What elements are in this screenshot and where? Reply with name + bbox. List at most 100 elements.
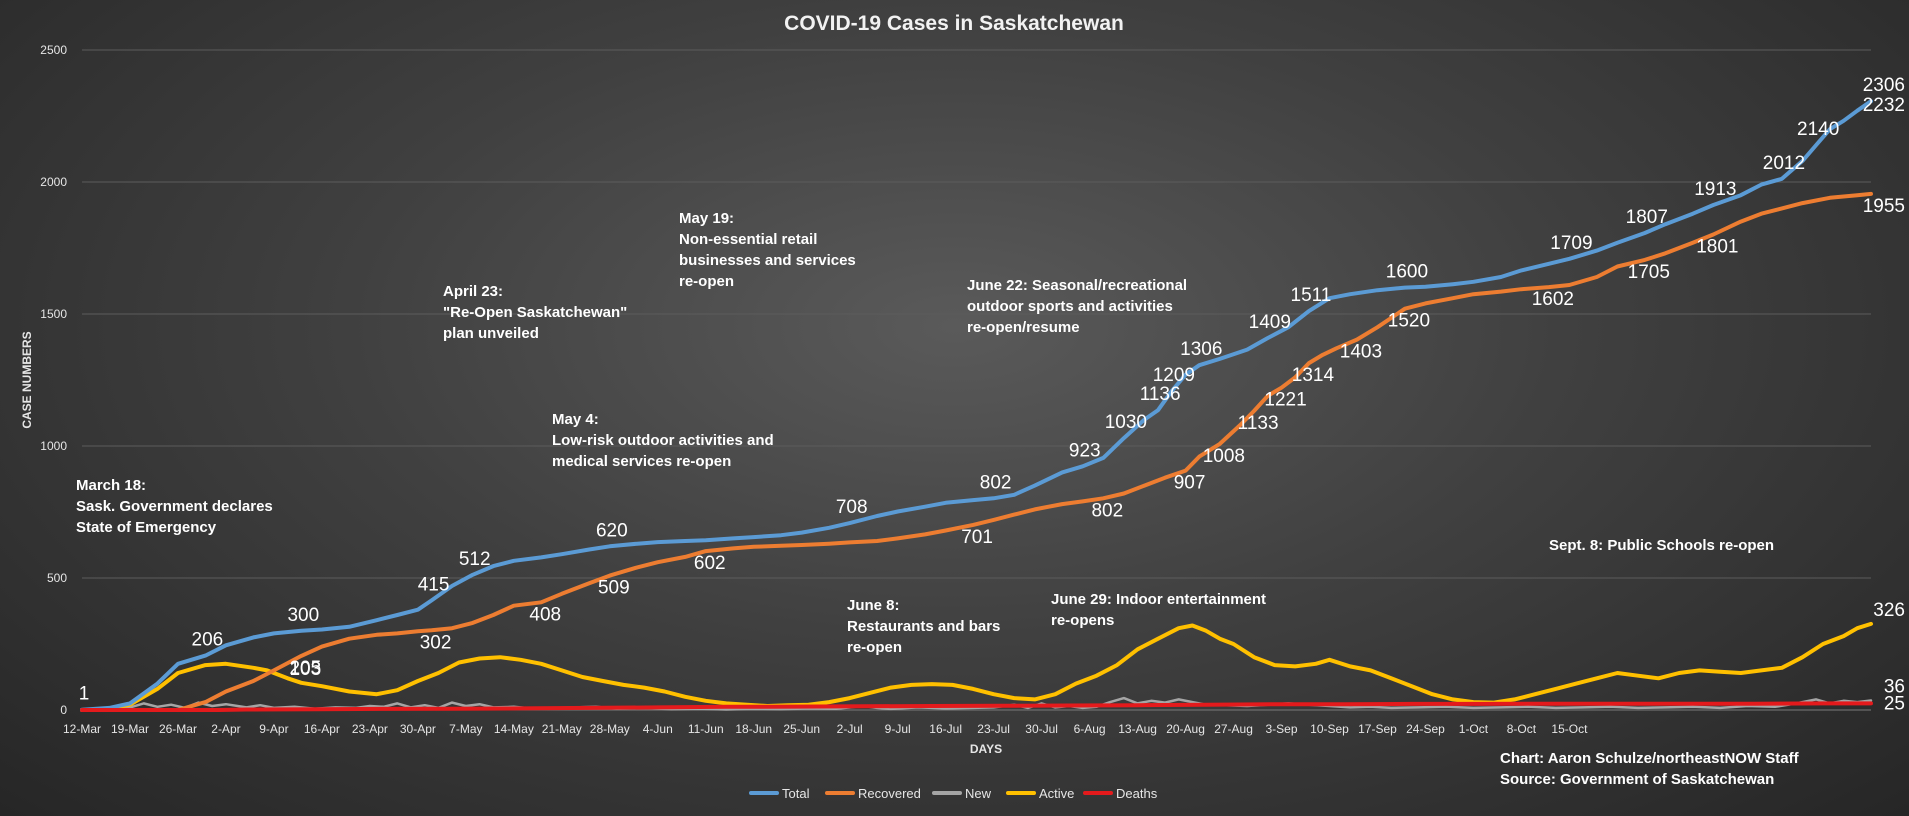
x-tick-label: 23-Jul — [977, 722, 1010, 736]
annotation-line: Sept. 8: Public Schools re-open — [1549, 537, 1774, 554]
annotation-line: re-open — [679, 273, 734, 290]
data-label: 1955 — [1863, 196, 1905, 217]
y-axis-ticks: 0 500 1000 1500 2000 2500 — [40, 43, 67, 717]
annotation-line: Low-risk outdoor activities and — [552, 432, 774, 449]
x-tick-label: 11-Jun — [688, 722, 724, 736]
annotation-line: businesses and services — [679, 252, 856, 269]
x-tick-label: 1-Oct — [1459, 722, 1489, 736]
data-label: 509 — [598, 578, 630, 599]
data-label: 103 — [289, 659, 321, 680]
x-tick-label: 9-Jul — [885, 722, 911, 736]
data-label: 1136 — [1140, 384, 1181, 405]
data-label: 1209 — [1153, 365, 1195, 386]
x-tick-label: 23-Apr — [352, 722, 388, 736]
x-tick-label: 10-Sep — [1310, 722, 1349, 736]
annotation-line: State of Emergency — [76, 519, 217, 536]
x-tick-label: 4-Jun — [643, 722, 673, 736]
annotation-line: May 4: — [552, 411, 599, 428]
x-tick-label: 2-Jul — [837, 722, 863, 736]
x-axis-ticks: 12-Mar 19-Mar 26-Mar 2-Apr 9-Apr 16-Apr 23-Apr… — [63, 722, 1588, 736]
series-line-deaths — [80, 701, 1873, 712]
data-label: 1221 — [1264, 390, 1306, 411]
y-tick-label: 1500 — [40, 307, 67, 321]
data-label: 300 — [287, 605, 319, 626]
annotation: Sept. 8: Public Schools re-open — [1549, 537, 1774, 554]
data-label: 1709 — [1550, 233, 1592, 254]
data-label: 1600 — [1386, 262, 1428, 283]
data-label: 1409 — [1249, 312, 1291, 333]
data-label: 1807 — [1626, 207, 1668, 228]
annotation: March 18: Sask. Government declares State … — [76, 477, 273, 536]
data-label: 802 — [980, 472, 1012, 493]
y-tick-label: 1000 — [40, 439, 67, 453]
data-label: 1705 — [1628, 262, 1670, 283]
annotation: April 23: "Re-Open Saskatchewan" plan unve… — [443, 283, 627, 342]
data-label: 1602 — [1532, 289, 1574, 310]
data-label: 708 — [836, 497, 868, 518]
data-label: 907 — [1174, 473, 1206, 494]
data-label: 620 — [596, 520, 628, 541]
annotation: May 4: Low-risk outdoor activities and med… — [552, 411, 774, 470]
annotation-line: May 19: — [679, 210, 734, 227]
data-label: 1 — [79, 684, 90, 705]
data-label: 25 — [1884, 693, 1905, 714]
annotation-line: Non-essential retail — [679, 231, 817, 248]
annotation-line: Chart: Aaron Schulze/northeastNOW Staff — [1500, 750, 1800, 767]
annotations: March 18: Sask. Government declares State … — [76, 210, 1800, 788]
x-tick-label: 14-May — [494, 722, 534, 736]
data-label: 701 — [961, 527, 993, 548]
data-label: 1520 — [1388, 311, 1430, 332]
x-tick-label: 30-Jul — [1025, 722, 1058, 736]
annotation: May 19: Non-essential retail businesses an… — [679, 210, 856, 290]
data-label: 302 — [420, 632, 452, 653]
data-label: 2232 — [1863, 95, 1905, 116]
y-tick-label: 500 — [47, 571, 67, 585]
chart-title: COVID-19 Cases in Saskatchewan — [784, 12, 1124, 35]
annotation-line: plan unveiled — [443, 325, 539, 342]
x-tick-label: 20-Aug — [1166, 722, 1205, 736]
legend-label-total: Total — [782, 786, 810, 801]
x-tick-label: 15-Oct — [1551, 722, 1588, 736]
data-label: 206 — [192, 630, 224, 651]
data-label: 512 — [459, 549, 491, 570]
legend-label-new: New — [965, 786, 992, 801]
data-label: 1133 — [1238, 413, 1279, 434]
annotation-line: Source: Government of Saskatchewan — [1500, 771, 1774, 788]
annotation-line: re-open/resume — [967, 319, 1080, 336]
x-tick-label: 7-May — [449, 722, 482, 736]
x-tick-label: 16-Jul — [929, 722, 962, 736]
data-label: 1030 — [1105, 412, 1147, 433]
data-label: 1511 — [1291, 285, 1332, 306]
x-tick-label: 2-Apr — [211, 722, 240, 736]
data-label: 1314 — [1292, 365, 1335, 386]
annotation-line: re-opens — [1051, 612, 1114, 629]
data-label: 1403 — [1340, 342, 1382, 363]
annotation-line: re-open — [847, 639, 902, 656]
data-label: 802 — [1091, 500, 1123, 521]
x-tick-label: 17-Sep — [1358, 722, 1397, 736]
data-label: 2306 — [1863, 75, 1905, 96]
x-tick-label: 18-Jun — [735, 722, 772, 736]
x-tick-label: 6-Aug — [1074, 722, 1106, 736]
annotation-line: June 29: Indoor entertainment — [1051, 591, 1266, 608]
series-line-active — [80, 621, 1873, 712]
x-tick-label: 12-Mar — [63, 722, 101, 736]
x-tick-label: 21-May — [542, 722, 582, 736]
y-tick-label: 0 — [60, 703, 67, 717]
annotation-line: Restaurants and bars — [847, 618, 1000, 635]
data-label: 36 — [1884, 676, 1905, 697]
legend: Total Recovered New Active Deaths — [749, 786, 1158, 801]
legend-label-active: Active — [1039, 786, 1074, 801]
data-label: 408 — [529, 604, 561, 625]
data-label: 1008 — [1203, 446, 1245, 467]
data-label: 1306 — [1180, 339, 1222, 360]
data-label: 2140 — [1797, 119, 1839, 140]
gridlines — [82, 49, 1871, 711]
data-label: 415 — [418, 574, 450, 595]
data-label: 2012 — [1763, 153, 1805, 174]
legend-label-deaths: Deaths — [1116, 786, 1158, 801]
annotation: Chart: Aaron Schulze/northeastNOW Staff S… — [1500, 750, 1800, 788]
y-axis-title: CASE NUMBERS — [20, 331, 34, 428]
